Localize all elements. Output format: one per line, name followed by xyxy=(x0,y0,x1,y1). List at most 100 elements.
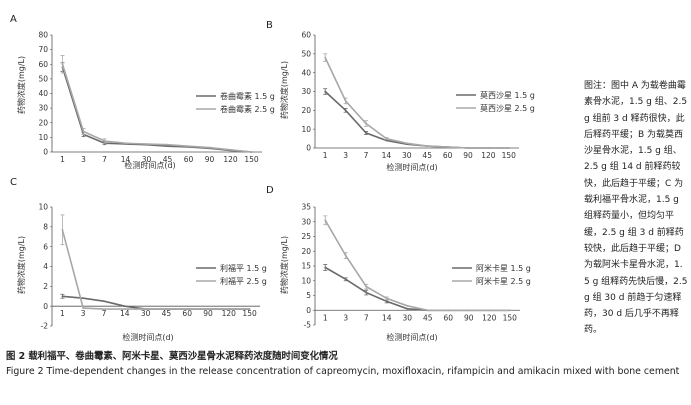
x-tick-label: 45 xyxy=(422,151,432,160)
data-point xyxy=(324,56,327,59)
data-point xyxy=(385,139,388,142)
x-axis-title: 检测时间点(d) xyxy=(122,332,173,342)
data-point xyxy=(488,309,491,312)
data-point xyxy=(103,308,105,311)
x-tick-label: 30 xyxy=(402,151,412,160)
legend-label: 利福平 2.5 g xyxy=(220,276,267,286)
data-point xyxy=(365,132,367,134)
series-line-1 xyxy=(324,266,510,312)
y-tick-label: 5 xyxy=(306,291,311,300)
legend-label: 阿米卡星 2.5 g xyxy=(476,276,531,286)
data-point xyxy=(467,309,470,312)
x-tick-label: 1 xyxy=(323,151,328,160)
data-point xyxy=(487,147,490,149)
series-line-2 xyxy=(324,219,510,312)
x-tick-label: 90 xyxy=(205,155,215,164)
legend-label: 阿米卡星 1.5 g xyxy=(476,263,531,273)
x-tick-label: 14 xyxy=(120,309,130,318)
data-point xyxy=(385,300,388,303)
x-tick-label: 60 xyxy=(443,151,453,160)
data-point xyxy=(82,307,85,310)
series-line-2 xyxy=(324,57,509,149)
x-tick-label: 14 xyxy=(382,151,392,160)
y-tick-label: 0 xyxy=(306,306,311,315)
data-point xyxy=(507,147,510,149)
data-point xyxy=(385,137,388,140)
y-axis-title: 药物浓度(mg/L) xyxy=(279,61,289,119)
x-tick-label: 14 xyxy=(382,313,392,322)
data-point xyxy=(61,228,64,231)
x-tick-label: 90 xyxy=(203,309,213,318)
x-tick-label: 120 xyxy=(481,151,496,160)
y-tick-label: 30 xyxy=(301,87,311,96)
x-tick-label: 120 xyxy=(223,155,238,164)
y-tick-label: 6 xyxy=(43,242,48,251)
x-tick-label: 1 xyxy=(323,313,328,322)
data-point xyxy=(508,309,511,312)
figure-caption-english: Figure 2 Time-dependent changes in the r… xyxy=(6,366,680,377)
data-point xyxy=(124,142,127,145)
x-axis-title: 检测时间点(d) xyxy=(386,332,437,342)
series-line-2 xyxy=(61,229,250,310)
data-point xyxy=(405,142,408,145)
x-tick-label: 120 xyxy=(222,309,237,318)
x-tick-label: 3 xyxy=(343,313,348,322)
panel-letter: C xyxy=(10,177,17,188)
data-point xyxy=(250,151,253,153)
y-tick-label: 50 xyxy=(38,74,48,83)
x-tick-label: 30 xyxy=(402,313,412,322)
data-point xyxy=(344,254,347,257)
data-point xyxy=(324,219,327,222)
x-tick-label: 7 xyxy=(102,309,107,318)
y-axis-title: 药物浓度(mg/L) xyxy=(16,56,26,114)
x-tick-label: 30 xyxy=(141,309,151,318)
x-tick-label: 60 xyxy=(182,309,192,318)
series-line-2 xyxy=(61,64,252,153)
data-point xyxy=(207,308,209,311)
data-point xyxy=(344,100,347,102)
legend-label: 利福平 1.5 g xyxy=(220,263,267,273)
x-tick-label: 1 xyxy=(60,155,65,164)
y-axis-title: 药物浓度(mg/L) xyxy=(279,236,289,294)
series-line-1 xyxy=(62,295,250,310)
data-point xyxy=(406,307,409,310)
chart-panel-B: B 0 10 20 30 40 50 60 1 3 7 14 30 45 60 90 120 150 药物浓度(mg… xyxy=(266,20,535,172)
data-point xyxy=(385,297,388,300)
data-point xyxy=(166,145,169,148)
y-tick-label: 80 xyxy=(38,31,48,40)
x-tick-label: 3 xyxy=(343,151,348,160)
y-tick-label: -2 xyxy=(41,322,49,331)
y-tick-label: 60 xyxy=(38,60,48,69)
y-tick-label: 4 xyxy=(43,262,48,271)
data-point xyxy=(61,295,64,298)
x-tick-label: 90 xyxy=(464,313,474,322)
legend-label: 莫西沙星 1.5 g xyxy=(480,90,535,100)
data-point xyxy=(144,308,147,311)
x-tick-label: 3 xyxy=(81,155,86,164)
panel-letter: B xyxy=(266,20,273,31)
y-tick-label: 0 xyxy=(43,148,48,157)
y-tick-label: 20 xyxy=(38,118,48,127)
x-tick-label: 150 xyxy=(502,151,517,160)
y-tick-label: 70 xyxy=(38,45,48,54)
data-point xyxy=(186,308,189,311)
data-point xyxy=(82,130,85,133)
y-tick-label: 20 xyxy=(301,247,311,256)
data-point xyxy=(467,147,469,149)
chart-panel-C: C -2 0 2 4 6 8 10 1 3 7 14 30 45 60 90 120 150 药物浓度(mg/L) 检… xyxy=(10,177,267,342)
data-point xyxy=(187,145,190,148)
data-point xyxy=(426,309,429,312)
y-tick-label: 15 xyxy=(301,262,311,271)
x-tick-label: 45 xyxy=(162,309,172,318)
x-tick-label: 1 xyxy=(60,309,65,318)
y-tick-label: 0 xyxy=(306,144,311,153)
data-point xyxy=(344,109,347,112)
y-tick-label: 35 xyxy=(301,203,311,212)
data-point xyxy=(123,308,126,311)
data-point xyxy=(166,143,169,146)
x-tick-label: 7 xyxy=(364,313,369,322)
data-point xyxy=(365,291,368,294)
y-tick-label: 30 xyxy=(38,104,48,113)
x-tick-label: 150 xyxy=(244,155,259,164)
